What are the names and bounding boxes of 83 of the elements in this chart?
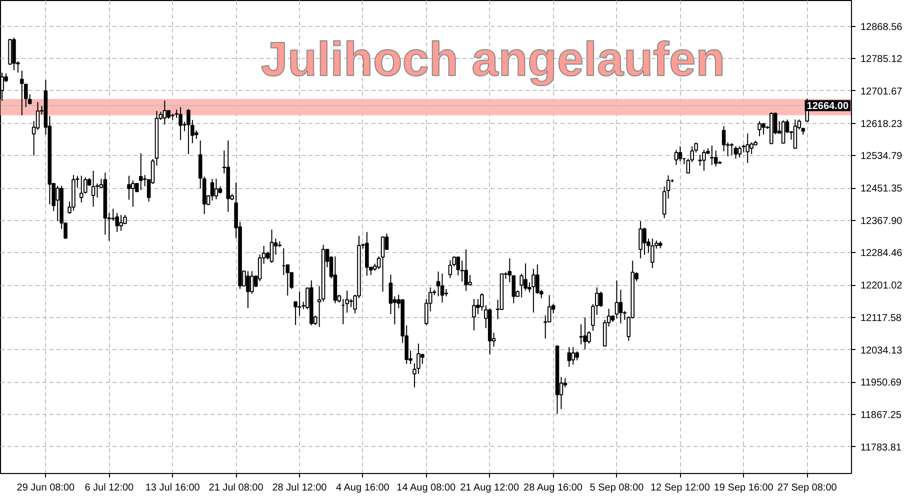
candlestick (602, 319, 607, 346)
candlestick (250, 270, 254, 294)
candlestick (698, 154, 702, 166)
candlestick (508, 258, 512, 283)
candlestick (472, 298, 476, 331)
candlestick (583, 317, 587, 350)
candlestick (56, 185, 60, 222)
candlestick (80, 175, 84, 203)
candlestick (758, 120, 762, 137)
candlestick (598, 291, 603, 308)
y-tick-label: 12117.58 (860, 312, 902, 324)
candlestick (730, 142, 734, 156)
candlestick (12, 37, 16, 71)
text: Julihoch angelaufen (260, 34, 726, 86)
candlestick (246, 270, 250, 308)
candlestick (793, 119, 798, 150)
x-tick-label: 6 Jul 12:00 (84, 482, 134, 494)
candlestick (214, 178, 218, 200)
x-tick-label: 28 Jul 12:00 (272, 482, 328, 494)
candlestick (781, 120, 786, 144)
candlestick (210, 178, 214, 202)
candlestick (678, 146, 682, 162)
y-tick-label: 12034.13 (860, 345, 903, 356)
y-tick-label: 12451.35 (860, 184, 903, 195)
x-tick-label: 4 Aug 16:00 (336, 482, 390, 494)
y-tick-label: 12868.56 (860, 22, 903, 33)
candlestick (674, 149, 678, 166)
candlestick (746, 132, 750, 164)
x-tick-label: 29 Jun 08:00 (16, 482, 76, 494)
candlestick (579, 324, 583, 345)
x-tick-label: 21 Jul 08:00 (208, 482, 264, 494)
y-tick-label: 11950.69 (860, 378, 902, 389)
candlestick (638, 220, 642, 259)
candlestick (650, 238, 654, 269)
candlestick (119, 214, 123, 232)
x-tick-label: 5 Sep 08:00 (590, 482, 644, 494)
candlestick (710, 145, 714, 166)
candlestick (762, 122, 766, 136)
candlestick (298, 291, 302, 316)
candlestick (476, 298, 480, 315)
candlestick (131, 180, 135, 208)
y-tick-label: 12701.67 (860, 86, 903, 98)
x-tick-label: 12 Sep 12:00 (650, 482, 710, 494)
candlestick (532, 268, 536, 314)
candlestick (738, 146, 742, 158)
candlestick (162, 100, 167, 126)
y-tick-label: 11867.25 (860, 410, 902, 421)
candlestick (750, 142, 754, 155)
candlestick (571, 346, 576, 366)
candlestick (722, 126, 726, 152)
candlestick (20, 70, 24, 116)
candlestick (642, 227, 646, 256)
candlestick (127, 175, 131, 200)
candlestick (270, 229, 274, 264)
candlestick (115, 212, 119, 232)
x-tick-label: 21 Aug 12:00 (460, 482, 520, 494)
y-tick-label: 11783.81 (860, 442, 902, 454)
candlestick (178, 106, 182, 141)
candlestick (138, 152, 143, 191)
candlestick (567, 346, 572, 368)
candlestick (91, 170, 96, 208)
y-tick-label: 12785.12 (860, 54, 903, 66)
x-tick-label: 28 Aug 16:00 (524, 482, 583, 494)
ref-line-label: 12664.00 (806, 101, 849, 112)
candlestick (702, 149, 706, 172)
y-tick-label: 12367.90 (860, 216, 903, 227)
x-tick-label: 14 Aug 08:00 (396, 482, 456, 494)
candlestick (448, 260, 452, 279)
y-tick-label: 12534.79 (860, 151, 903, 162)
candlestick (734, 146, 738, 160)
candlestick (380, 236, 385, 292)
candlestick (618, 289, 623, 324)
candlestick (436, 271, 440, 297)
candlestick (440, 272, 444, 304)
candlestick (464, 248, 468, 292)
candlestick (186, 108, 190, 155)
candlestick (512, 275, 516, 304)
y-tick-label: 12201.02 (860, 280, 903, 292)
x-tick-label: 27 Sep 08:00 (777, 482, 838, 494)
y-tick-label: 12284.46 (860, 248, 903, 260)
y-tick-label: 12618.23 (860, 118, 903, 130)
x-tick-label: 19 Sep 16:00 (714, 482, 774, 494)
x-tick-label: 13 Jul 16:00 (145, 482, 200, 494)
